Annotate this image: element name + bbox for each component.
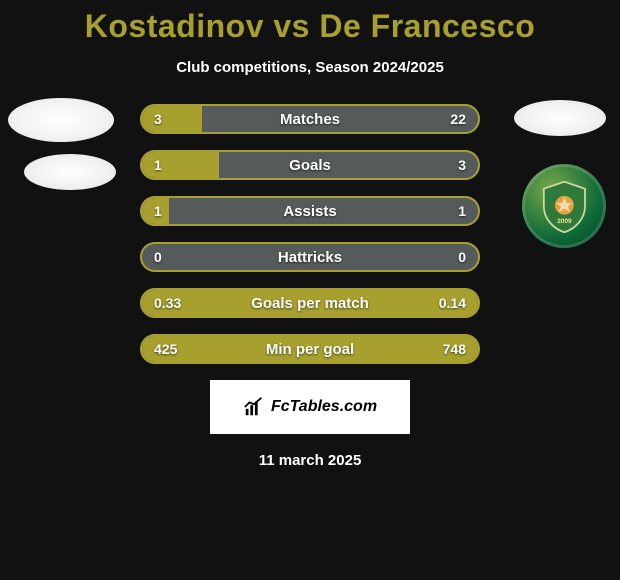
page-title: Kostadinov vs De Francesco [0,8,620,45]
player-left-name: Kostadinov [85,8,264,44]
stat-label: Hattricks [142,244,478,270]
subtitle: Club competitions, Season 2024/2025 [0,59,620,76]
stat-label: Min per goal [142,336,478,362]
stat-value-right: 22 [450,106,466,132]
club-badge-icon: 2009 [522,164,606,248]
svg-text:2009: 2009 [557,217,572,224]
stat-label: Assists [142,198,478,224]
title-vs: vs [273,8,310,44]
stat-value-right: 748 [443,336,466,362]
stat-row-mpg: 425 Min per goal 748 [140,334,480,364]
player-left-avatar [8,98,114,142]
stat-row-assists: 1 Assists 1 [140,196,480,226]
brand-box[interactable]: FcTables.com [210,380,410,434]
stat-value-right: 3 [458,152,466,178]
chart-area: 2009 3 Matches 22 1 Goals 3 1 Assists 1 [0,104,620,469]
stat-bar-list: 3 Matches 22 1 Goals 3 1 Assists 1 0 Hat… [140,104,480,364]
stat-row-gpm: 0.33 Goals per match 0.14 [140,288,480,318]
comparison-card: Kostadinov vs De Francesco Club competit… [0,0,620,580]
stat-row-matches: 3 Matches 22 [140,104,480,134]
stat-label: Goals [142,152,478,178]
brand-chart-icon [243,396,265,418]
stat-row-goals: 1 Goals 3 [140,150,480,180]
player-right-name: De Francesco [319,8,535,44]
player-left-avatar-2 [24,154,116,190]
stat-value-right: 1 [458,198,466,224]
brand-text: FcTables.com [271,398,377,416]
stat-value-right: 0 [458,244,466,270]
stat-value-right: 0.14 [439,290,466,316]
player-right-avatar [514,100,606,136]
date-label: 11 march 2025 [0,452,620,469]
stat-label: Goals per match [142,290,478,316]
stat-row-hattricks: 0 Hattricks 0 [140,242,480,272]
stat-label: Matches [142,106,478,132]
